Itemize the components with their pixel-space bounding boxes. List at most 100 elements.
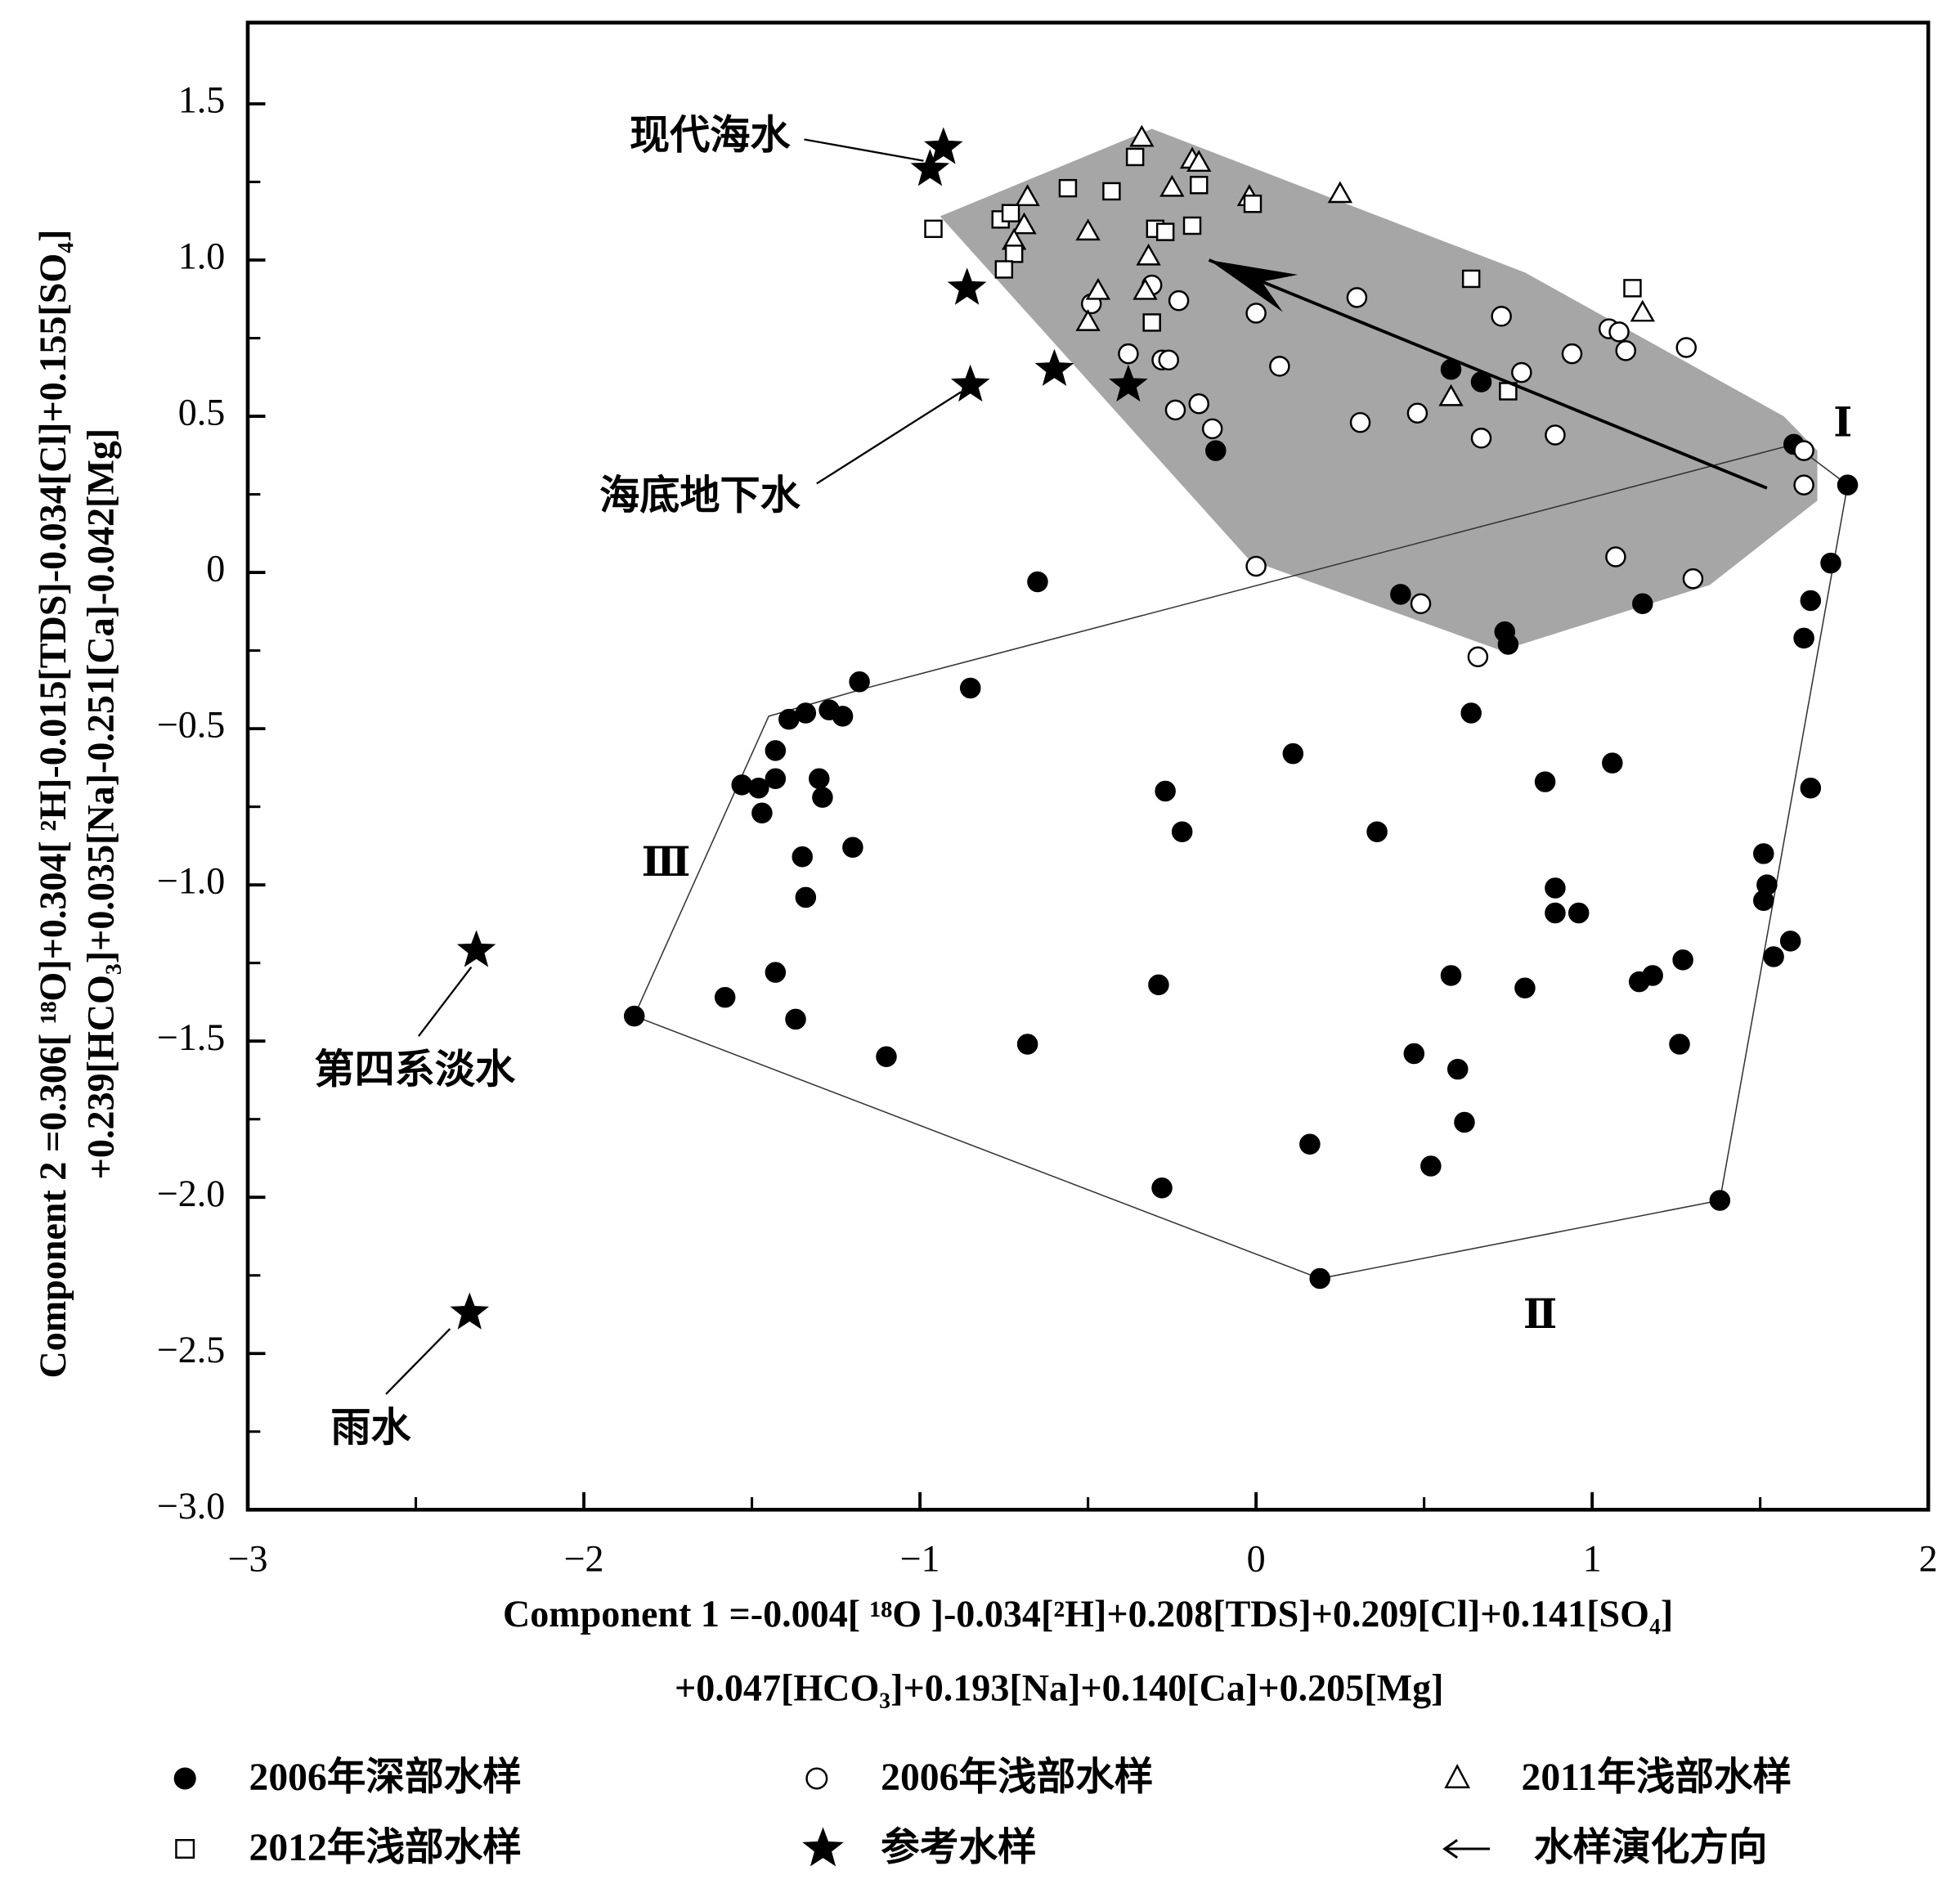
point: [1151, 1177, 1173, 1199]
point: [1632, 593, 1653, 615]
legend-label: 2006年深部水样: [249, 1756, 522, 1799]
x-tick-label: −3: [227, 1537, 267, 1579]
annotation-pointer: [417, 967, 473, 1037]
point: [1004, 244, 1024, 263]
point: [1438, 384, 1464, 406]
point: [1568, 902, 1590, 924]
point: [950, 364, 990, 402]
point: [1188, 393, 1209, 415]
point: [1669, 1034, 1690, 1055]
point: [1011, 212, 1037, 235]
point: [1058, 178, 1078, 198]
point: [1118, 343, 1139, 365]
x-axis-label: +0.047[HCO₃]+0.193[Na]+0.140[Ca]+0.205[M…: [675, 1667, 1443, 1709]
point: [748, 777, 769, 799]
shaded-region: [940, 128, 1818, 651]
point: [1709, 1190, 1731, 1211]
point: [809, 768, 830, 789]
y-tick-label: 0: [206, 548, 225, 590]
y-tick-label: −0.5: [157, 704, 226, 746]
point: [1245, 303, 1267, 324]
point: [849, 671, 870, 693]
point: [842, 837, 863, 859]
point: [1514, 977, 1536, 998]
point: [1467, 646, 1489, 667]
point: [731, 774, 752, 796]
point: [1327, 181, 1353, 204]
region-label: Ⅱ: [1523, 1292, 1557, 1337]
point: [1454, 1111, 1475, 1133]
annotation-pointer: [816, 391, 962, 485]
legend-label: 2006年浅部水样: [881, 1756, 1153, 1799]
point: [1109, 364, 1148, 402]
point: [924, 127, 963, 164]
point: [1148, 974, 1169, 996]
y-tick-label: −3.0: [157, 1485, 226, 1527]
legend-marker: [802, 1827, 844, 1867]
point: [876, 1046, 897, 1068]
point: [792, 846, 813, 868]
x-axis-label: Component 1 =-0.004[ ¹⁸O ]-0.034[²H]+0.2…: [503, 1593, 1673, 1635]
point: [1491, 306, 1512, 327]
point: [1027, 571, 1048, 593]
point: [1675, 337, 1697, 358]
point: [1608, 321, 1630, 343]
y-tick-label: 1.0: [178, 236, 226, 277]
point: [1346, 287, 1368, 308]
point: [1390, 584, 1411, 605]
point: [1470, 428, 1492, 449]
point: [1205, 440, 1227, 461]
point: [1779, 931, 1801, 952]
point: [1102, 182, 1121, 201]
point: [785, 1008, 806, 1030]
point: [1171, 821, 1193, 842]
point: [751, 802, 773, 824]
point: [765, 740, 787, 761]
x-tick-label: 2: [1919, 1537, 1938, 1579]
point: [924, 219, 943, 239]
point: [1410, 593, 1432, 615]
point: [994, 260, 1014, 279]
y-tick-label: 0.5: [178, 392, 226, 433]
point: [1309, 1267, 1330, 1290]
point: [1820, 552, 1841, 574]
point: [1182, 216, 1202, 236]
point: [1800, 777, 1822, 799]
point: [812, 787, 833, 808]
point: [1269, 356, 1290, 377]
point: [959, 677, 981, 699]
point: [1132, 277, 1158, 300]
point: [1672, 949, 1693, 971]
legend-label: 参考水样: [881, 1826, 1036, 1869]
point: [1201, 418, 1223, 440]
point: [1164, 399, 1186, 421]
point: [1793, 440, 1814, 461]
point: [1793, 474, 1814, 496]
point: [1628, 971, 1650, 993]
legend-marker: [175, 1839, 195, 1859]
point: [1460, 702, 1482, 724]
y-tick-label: −1.0: [157, 860, 226, 902]
point: [1837, 474, 1859, 496]
annotation-pointer: [385, 1328, 451, 1395]
point: [1440, 965, 1462, 986]
point: [765, 768, 787, 789]
point: [1155, 780, 1176, 802]
annotation: 海底地下水: [599, 473, 801, 518]
point: [1545, 902, 1566, 924]
point: [1406, 402, 1429, 424]
point: [765, 962, 787, 983]
point: [1615, 340, 1636, 361]
point: [1168, 289, 1190, 312]
point: [1190, 176, 1209, 195]
annotation: 现代海水: [630, 113, 791, 158]
point: [1753, 890, 1774, 911]
legend-label: 2011年浅部水样: [1522, 1756, 1792, 1799]
point: [1158, 349, 1179, 371]
legend-arrow-head: [1442, 1838, 1459, 1859]
y-tick-label: −2.5: [157, 1329, 226, 1370]
point: [795, 886, 817, 908]
x-tick-label: −2: [564, 1537, 604, 1579]
